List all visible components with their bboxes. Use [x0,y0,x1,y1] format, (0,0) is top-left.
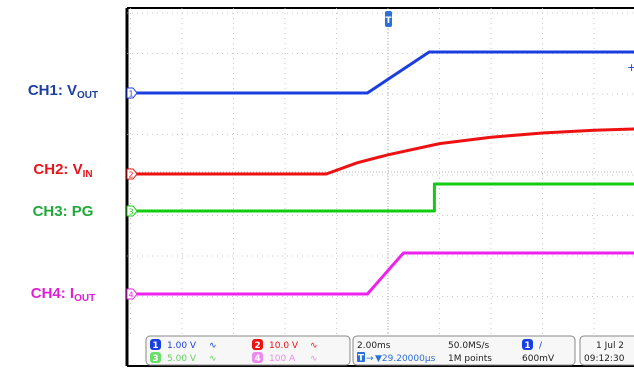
trigger-offset: ▼29.20000μs [375,354,436,364]
ch3-badge: 3 [150,352,161,364]
screen-background [127,8,634,366]
record-length: 1M points [448,354,492,364]
ch3-label: CH3: PG [32,203,94,220]
trigger-position-icon: T [385,11,392,27]
ch2-label: CH2: VIN [33,161,93,180]
svg-text:2: 2 [128,171,133,180]
trace-ch4 [130,251,634,296]
graticule [127,8,634,335]
svg-text:1: 1 [524,341,530,351]
datetime-box [579,335,634,366]
svg-text:T: T [385,16,392,26]
ch2-ground-marker: 2 [126,168,138,180]
svg-text:1: 1 [152,341,158,351]
trace-ch2 [130,127,634,176]
trigger-level: 600mV [522,354,555,364]
trace-ch3 [130,182,634,213]
ch1-coupling-icon: ∿ [209,341,217,351]
trace-ch1 [130,50,634,95]
channel-markers: 1 2 3 4 [126,87,138,300]
date-value: 1 Jul 2 [596,341,624,351]
timebase-box [352,335,576,366]
ch1-badge: 1 [150,339,161,351]
svg-text:T: T [358,354,365,364]
trigger-time-icon: T [357,352,365,364]
ch3-scale: 5.00 V [167,354,197,364]
rising-edge-icon: / [539,341,543,351]
svg-text:3: 3 [128,208,133,217]
traces [130,50,634,296]
ch4-label: CH4: IOUT [30,285,96,304]
ch1-scale: 1.00 V [167,341,197,351]
ch2-badge: 2 [252,339,263,351]
timebase-value: 2.00ms [357,341,391,351]
svg-text:4: 4 [254,354,260,364]
ch4-ground-marker: 4 [126,288,138,300]
sample-rate: 50.0MS/s [448,341,490,351]
ch1-label: CH1: VOUT [27,82,99,101]
ch4-scale: 100 A [269,354,296,364]
svg-text:1: 1 [128,90,133,99]
readout-bar: 1 1.00 V ∿ 2 10.0 V ∿ 3 5.00 V ∿ 4 100 A… [145,335,634,366]
ch2-scale: 10.0 V [269,341,299,351]
cursor-cross-icon: + [627,61,634,74]
ch3-ground-marker: 3 [126,205,138,217]
trigger-channel-badge: 1 [522,339,533,351]
ch1-ground-marker: 1 [126,87,138,99]
time-value: 09:12:30 [584,354,625,364]
vertical-scale-box [145,335,351,366]
svg-text:3: 3 [152,354,158,364]
svg-text:2: 2 [254,341,260,351]
ch4-coupling-icon: ∿ [310,354,318,364]
trigger-arrow-icon: → [366,354,374,364]
ch2-coupling-icon: ∿ [310,341,318,351]
ch3-coupling-icon: ∿ [209,354,217,364]
ch4-badge: 4 [252,352,263,364]
svg-text:4: 4 [128,291,133,300]
